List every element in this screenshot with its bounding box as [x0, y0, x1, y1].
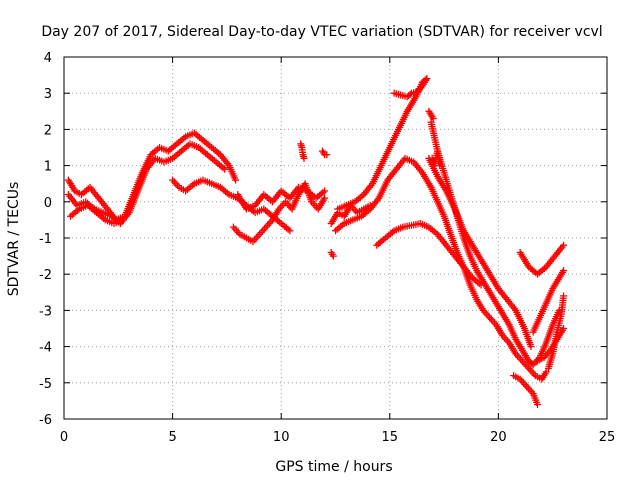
data-point	[323, 151, 331, 159]
y-tick-label: 3	[44, 87, 52, 102]
grid-lines	[64, 57, 607, 419]
data-point	[527, 343, 535, 351]
y-tick-label: -3	[39, 304, 52, 319]
data-point	[329, 252, 337, 260]
x-tick-label: 20	[490, 430, 507, 445]
y-tick-label: 0	[44, 196, 52, 211]
y-tick-label: -4	[39, 341, 52, 356]
data-point	[300, 154, 308, 162]
data-point	[533, 401, 541, 409]
y-tick-label: 2	[44, 123, 52, 138]
x-tick-label: 0	[60, 430, 68, 445]
x-tick-label: 5	[168, 430, 176, 445]
data-point	[286, 227, 294, 235]
y-tick-label: 1	[44, 160, 52, 175]
data-point	[560, 241, 568, 249]
x-tick-label: 15	[382, 430, 399, 445]
y-axis-label: SDTVAR / TECUs	[6, 182, 22, 297]
x-tick-label: 10	[273, 430, 290, 445]
data-point	[321, 187, 329, 195]
data-point	[232, 176, 240, 184]
y-tick-label: -5	[39, 377, 52, 392]
data-point	[406, 90, 414, 98]
data-point	[221, 165, 229, 173]
x-tick-label: 25	[599, 430, 616, 445]
data-point	[560, 292, 568, 300]
data-point	[436, 162, 444, 170]
data-points	[64, 75, 568, 409]
chart-title: Day 207 of 2017, Sidereal Day-to-day VTE…	[41, 24, 602, 40]
data-point	[423, 75, 431, 83]
y-tick-label: 4	[44, 51, 52, 66]
data-point	[321, 194, 329, 202]
data-point	[560, 267, 568, 275]
data-point	[560, 325, 568, 332]
y-tick-label: -2	[39, 268, 52, 283]
plot-frame	[63, 56, 608, 420]
data-point	[429, 115, 437, 123]
data-point	[542, 368, 550, 376]
data-point	[119, 216, 127, 224]
x-axis-label: GPS time / hours	[275, 459, 392, 475]
y-tick-label: -6	[39, 413, 52, 428]
y-tick-label: -1	[39, 232, 52, 247]
